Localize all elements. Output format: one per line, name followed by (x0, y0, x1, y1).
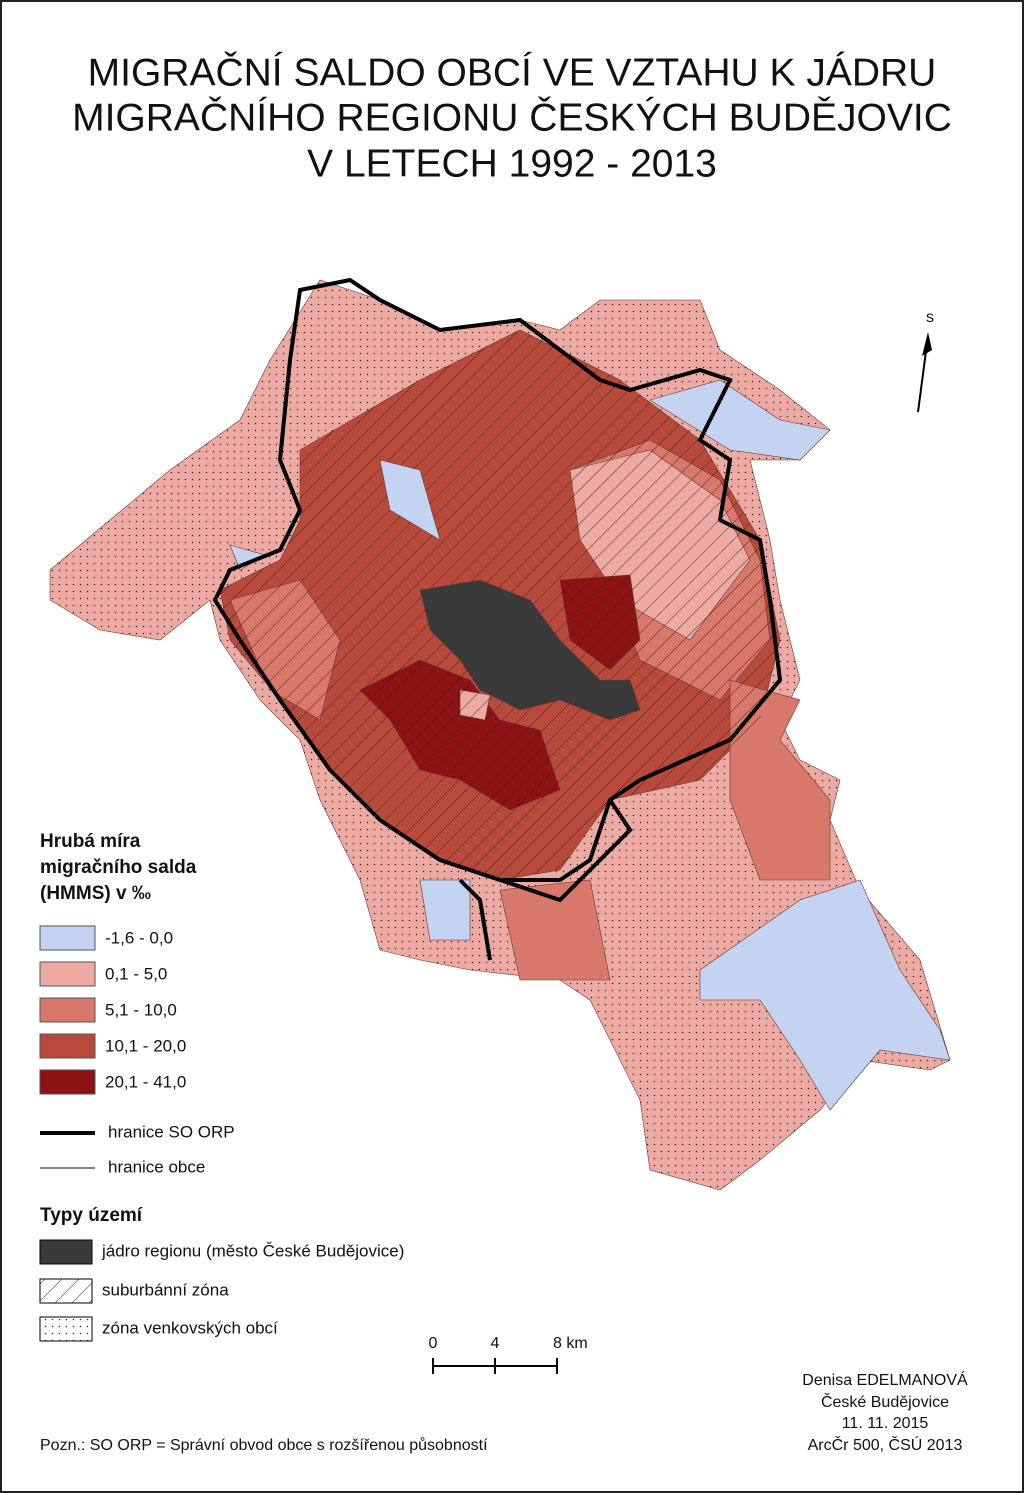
region-area (729, 679, 831, 881)
title-line: MIGRAČNÍ SALDO OBCÍ VE VZTAHU K JÁDRU (88, 50, 937, 94)
zone-label: suburbánní zóna (102, 1280, 229, 1299)
class-label: -1,6 - 0,0 (105, 928, 173, 947)
class-swatch (39, 925, 96, 951)
note: Pozn.: SO ORP = Správní obvod obce s roz… (40, 1436, 488, 1454)
legend-title: (HMMS) v ‰ (40, 883, 151, 904)
legend-label: hranice obce (108, 1157, 205, 1176)
credit: 11. 11. 2015 (842, 1415, 929, 1432)
north-arrow: s (917, 309, 934, 413)
map (49, 277, 951, 1191)
class-label: 20,1 - 41,0 (105, 1072, 186, 1091)
arrow-head (922, 332, 932, 356)
scale-label: 8 km (553, 1335, 588, 1352)
region-area (379, 459, 441, 541)
zones-title: Typy území (40, 1205, 143, 1226)
suburban-swatch (39, 1278, 93, 1304)
class-label: 5,1 - 10,0 (105, 1000, 177, 1019)
legend: Hrubá míra migračního salda (HMMS) v ‰ h… (39, 831, 404, 1342)
legend-title: Hrubá míra (40, 831, 141, 852)
region-area (699, 879, 951, 1111)
class-label: 0,1 - 5,0 (105, 964, 167, 983)
class-swatch (39, 997, 96, 1023)
scale-label: 0 (429, 1335, 438, 1352)
zone-label: zóna venkovských obcí (102, 1318, 278, 1337)
region-area (499, 879, 611, 981)
region-area (649, 379, 831, 461)
core-city (419, 579, 641, 721)
rural-swatch (39, 1316, 93, 1342)
class-label: 10,1 - 20,0 (105, 1036, 186, 1055)
title-line: V LETECH 1992 - 2013 (307, 142, 717, 185)
class-swatch (39, 961, 96, 987)
credit: České Budějovice (821, 1392, 949, 1411)
legend-title: migračního salda (40, 857, 197, 878)
zone-label: jádro regionu (město České Budějovice) (101, 1241, 404, 1260)
credit: ArcČr 500, ČSÚ 2013 (808, 1435, 963, 1454)
region-area (419, 879, 471, 941)
orp-boundary (212, 277, 783, 961)
legend-label: hranice SO ORP (108, 1122, 235, 1141)
title-line: MIGRAČNÍHO REGIONU ČESKÝCH BUDĚJOVIC (72, 95, 952, 139)
core-swatch (39, 1239, 93, 1265)
north-label: s (926, 309, 934, 326)
scale-bar: 0 4 8 km (429, 1335, 588, 1374)
credit: Denisa EDELMANOVÁ (802, 1370, 968, 1389)
class-swatch (39, 1033, 96, 1059)
scale-label: 4 (491, 1335, 500, 1352)
class-swatch (39, 1069, 96, 1095)
